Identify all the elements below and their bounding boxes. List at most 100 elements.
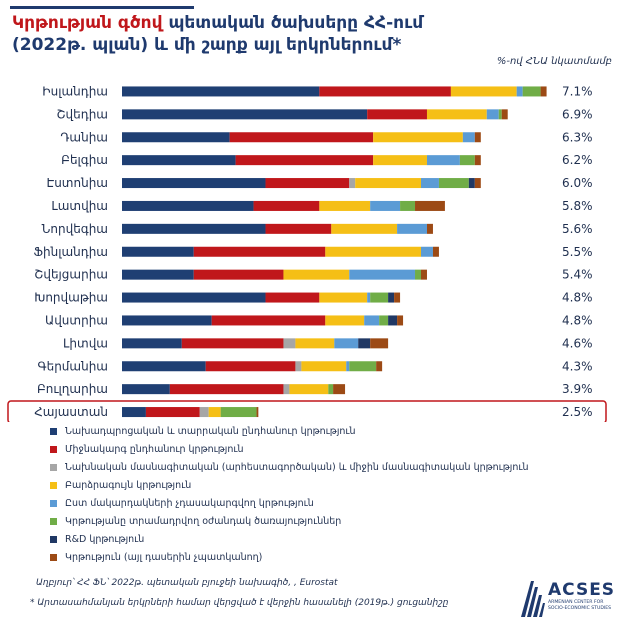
legend-swatch	[50, 499, 57, 507]
bar-segment-5	[426, 155, 460, 166]
bar-segment-6	[400, 200, 416, 211]
legend-item: Կրթությանը տրամադրվող օժանդակ ծառայությո…	[50, 512, 610, 530]
category-label: Նորվեգիա	[42, 222, 108, 236]
bar-segment-2	[145, 407, 200, 418]
bar-segment-3	[283, 384, 290, 395]
total-label: 5.5%	[562, 245, 593, 259]
total-label: 4.6%	[562, 336, 593, 350]
bar-segment-8	[370, 338, 389, 349]
legend-swatch	[50, 427, 57, 435]
acses-logo-icon	[521, 581, 545, 617]
total-label: 4.3%	[562, 359, 593, 373]
legend-item: Ըստ մակարդակների չդասակարգվող կրթություն	[50, 494, 610, 512]
bar-segment-2	[367, 109, 427, 120]
chart-title-accent: Կրթության գծով	[12, 13, 163, 33]
bar-segment-8	[256, 407, 259, 418]
bar-segment-4	[331, 223, 398, 234]
bar-segment-6	[459, 155, 475, 166]
bar-segment-8	[426, 223, 433, 234]
title-underline	[10, 6, 194, 9]
bar-segment-8	[333, 384, 346, 395]
total-label: 5.6%	[562, 222, 593, 236]
bar-segment-5	[346, 361, 350, 372]
legend-swatch	[50, 445, 57, 453]
bar-segment-8	[415, 200, 445, 211]
bar-segment-8	[501, 109, 508, 120]
bar-segment-5	[397, 223, 427, 234]
category-label: Ֆինլանդիա	[34, 245, 109, 259]
bar-segment-8	[474, 132, 481, 143]
bar-segment-3	[295, 361, 302, 372]
bar-segment-6	[522, 86, 541, 97]
bar-segment-4	[373, 155, 427, 166]
bar-segment-1	[122, 132, 230, 143]
bar-segment-2	[205, 361, 296, 372]
bar-segment-4	[295, 338, 335, 349]
bar-segment-5	[367, 292, 371, 303]
highlight-frame	[7, 400, 607, 422]
legend-label: Կրթությանը տրամադրվող օժանդակ ծառայությո…	[65, 515, 342, 527]
bar-segment-5	[421, 178, 439, 189]
legend-label: Նախադպրոցական և տարրական ընդհանուր կրթու…	[65, 425, 356, 437]
bar-segment-2	[265, 292, 320, 303]
category-label: Շվեդիա	[56, 107, 108, 121]
bar-segment-4	[301, 361, 347, 372]
bar-segment-6	[370, 292, 389, 303]
units-note: %-ով ՀՆԱ նկատմամբ	[496, 56, 612, 67]
bar-segment-2	[319, 86, 451, 97]
bar-segment-4	[373, 132, 463, 143]
legend: Նախադպրոցական և տարրական ընդհանուր կրթու…	[50, 422, 610, 566]
bar-segment-4	[450, 86, 517, 97]
legend-label: Նախնական մասնագիտական (արհեստագործական) …	[65, 461, 529, 473]
total-label: 5.8%	[562, 199, 593, 213]
category-label: Խորվաթիա	[34, 291, 108, 305]
legend-item: Նախնական մասնագիտական (արհեստագործական) …	[50, 458, 610, 476]
source-note: Աղբյուր՝ ՀՀ ՖՆ՝ 2022թ. պետական բյուջեի ն…	[36, 578, 338, 588]
bar-segment-6	[415, 269, 421, 280]
bar-segment-2	[265, 178, 350, 189]
bar-segment-2	[253, 200, 320, 211]
bar-segment-3	[199, 407, 209, 418]
total-label: 6.9%	[562, 107, 593, 121]
legend-swatch	[50, 481, 57, 489]
legend-swatch	[50, 553, 57, 561]
category-label: Գերմանիա	[38, 359, 108, 373]
bar-segment-1	[122, 246, 194, 257]
category-label: Ավստրիա	[45, 313, 108, 327]
bar-segment-2	[193, 269, 284, 280]
bar-segment-1	[122, 200, 254, 211]
total-label: 6.2%	[562, 153, 593, 167]
legend-label: Բարձրագույն կրթություն	[65, 479, 192, 491]
bar-segment-8	[432, 246, 439, 257]
legend-item: Բարձրագույն կրթություն	[50, 476, 610, 494]
bar-segment-4	[208, 407, 221, 418]
total-label: 3.9%	[562, 382, 593, 396]
bar-segment-1	[122, 155, 236, 166]
bar-segment-6	[220, 407, 257, 418]
legend-swatch	[50, 517, 57, 525]
legend-label: R&D կրթություն	[65, 533, 145, 545]
logo-tagline: ARMENIAN CENTER FOR SOCIO-ECONOMIC STUDI…	[548, 600, 612, 611]
bar-segment-1	[122, 269, 194, 280]
bar-segment-4	[426, 109, 487, 120]
legend-label: Կրթություն (այլ դասերին չպատկանող)	[65, 551, 263, 563]
bar-segment-5	[486, 109, 499, 120]
bar-segment-8	[421, 269, 427, 280]
category-label: Շվեյցարիա	[34, 268, 108, 282]
bar-segment-1	[122, 223, 266, 234]
bar-segment-2	[181, 338, 284, 349]
total-label: 5.4%	[562, 268, 593, 282]
chart-title-rest: պետական ծախսերը ՀՀ-ում (2022թ. պլան) և մ…	[12, 13, 424, 55]
bar-segment-7	[388, 292, 395, 303]
legend-swatch	[50, 463, 57, 471]
bar-segment-5	[370, 200, 401, 211]
bar-segment-1	[122, 86, 320, 97]
bar-segment-1	[122, 384, 170, 395]
category-label: Լատվիա	[51, 199, 108, 213]
legend-label: Ըստ մակարդակների չդասակարգվող կրթություն	[65, 497, 314, 509]
bar-segment-1	[122, 292, 266, 303]
category-label: Էստոնիա	[47, 176, 108, 190]
total-label: 4.8%	[562, 291, 593, 305]
category-label: Իսլանդիա	[42, 84, 108, 98]
bar-segment-1	[122, 338, 182, 349]
